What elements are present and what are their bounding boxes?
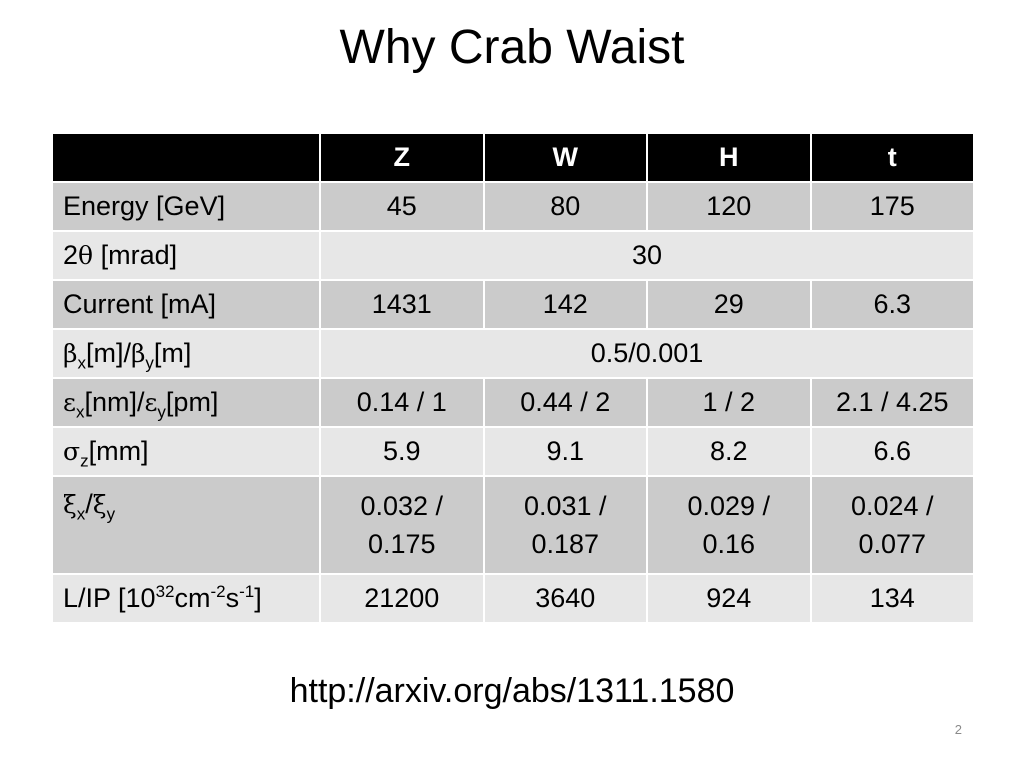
label-text: s (225, 583, 240, 613)
cell-value: 6.6 (809, 426, 975, 477)
cell-value: 29 (646, 279, 812, 330)
table-row-beam-beam: ξx/ξy 0.032 /0.175 0.031 /0.187 0.029 /0… (51, 475, 975, 575)
slide-title: Why Crab Waist (339, 21, 685, 74)
label-text: [m] (153, 338, 192, 368)
value-line: 0.077 (858, 529, 927, 559)
cell-value: 0.14 / 1 (319, 377, 485, 428)
subscript: y (145, 353, 154, 373)
value-line: 0.187 (531, 529, 600, 559)
header-cell-t: t (809, 132, 975, 183)
label-suffix: [mrad] (93, 240, 178, 270)
subscript: x (75, 402, 85, 422)
row-label: εx[nm]/εy[pm] (51, 377, 321, 428)
sigma-symbol: σ (63, 437, 81, 466)
beta-symbol: β (63, 339, 78, 368)
label-text: [pm] (165, 387, 219, 417)
row-label: βx[m]/βy[m] (51, 328, 321, 379)
value-line: 0.175 (367, 529, 436, 559)
value-line: 0.16 (702, 529, 756, 559)
beta-symbol: β (130, 339, 146, 368)
header-cell-z: Z (319, 132, 485, 183)
reference-link[interactable]: http://arxiv.org/abs/1311.1580 (289, 672, 735, 710)
subscript: x (76, 504, 86, 524)
subscript: x (77, 353, 86, 373)
row-label: Energy [GeV] (51, 181, 321, 232)
label-text: [mm] (88, 436, 149, 466)
cell-value: 6.3 (809, 279, 975, 330)
merged-cell-value: 0.5/0.001 (319, 328, 975, 379)
cell-value: 1 / 2 (646, 377, 812, 428)
cell-value: 0.032 / 0.175 (319, 475, 485, 575)
value-line: 0.031 / (523, 491, 607, 521)
cell-value: 0.029 / 0.16 (646, 475, 812, 575)
xi-symbol: ξ (92, 490, 107, 519)
row-label: Current [mA] (51, 279, 321, 330)
cell-value: 0.44 / 2 (482, 377, 648, 428)
superscript: -1 (239, 582, 255, 601)
header-cell-h: H (646, 132, 812, 183)
cell-value: 3640 (482, 573, 648, 624)
superscript: 32 (155, 582, 175, 601)
subscript: y (157, 402, 166, 422)
label-prefix: 2 (63, 240, 79, 270)
label-text: cm (174, 583, 211, 613)
table-row-bunch-length: σz[mm] 5.9 9.1 8.2 6.6 (51, 426, 975, 477)
cell-value: 21200 (319, 573, 485, 624)
row-label: L/IP [1032cm-2s-1] (51, 573, 321, 624)
value-line: 0.024 / (850, 491, 934, 521)
subscript: z (80, 451, 89, 471)
cell-value: 142 (482, 279, 648, 330)
superscript: -2 (210, 582, 226, 601)
parameter-table: Z W H t Energy [GeV] 45 80 120 175 2θ [m… (51, 132, 975, 624)
cell-value: 134 (809, 573, 975, 624)
table-row-crossing-angle: 2θ [mrad] 30 (51, 230, 975, 281)
cell-value: 80 (482, 181, 648, 232)
cell-value: 45 (319, 181, 485, 232)
table-row-beta: βx[m]/βy[m] 0.5/0.001 (51, 328, 975, 379)
xi-symbol: ξ (63, 490, 77, 519)
cell-value: 0.024 / 0.077 (809, 475, 975, 575)
label-text: ] (254, 583, 262, 613)
table-row-energy: Energy [GeV] 45 80 120 175 (51, 181, 975, 232)
table-header-row: Z W H t (51, 132, 975, 183)
label-text: / (85, 489, 93, 519)
label-text: [nm]/ (84, 387, 145, 417)
cell-value: 924 (646, 573, 812, 624)
cell-value: 8.2 (646, 426, 812, 477)
cell-value: 9.1 (482, 426, 648, 477)
cell-value: 1431 (319, 279, 485, 330)
subscript: y (106, 504, 116, 524)
table-row-current: Current [mA] 1431 142 29 6.3 (51, 279, 975, 330)
row-label: σz[mm] (51, 426, 321, 477)
table-row-emittance: εx[nm]/εy[pm] 0.14 / 1 0.44 / 2 1 / 2 2.… (51, 377, 975, 428)
epsilon-symbol: ε (63, 388, 76, 417)
label-text: L/IP [10 (63, 583, 156, 613)
row-label: 2θ [mrad] (51, 230, 321, 281)
row-label: ξx/ξy (51, 475, 321, 575)
merged-cell-value: 30 (319, 230, 975, 281)
cell-value: 5.9 (319, 426, 485, 477)
header-cell-empty (51, 132, 321, 183)
cell-value: 2.1 / 4.25 (809, 377, 975, 428)
page-number: 2 (954, 722, 962, 737)
header-cell-w: W (482, 132, 648, 183)
cell-value: 120 (646, 181, 812, 232)
value-line: 0.032 / (360, 491, 444, 521)
epsilon-symbol: ε (144, 388, 158, 417)
table-row-luminosity: L/IP [1032cm-2s-1] 21200 3640 924 134 (51, 573, 975, 624)
value-line: 0.029 / (687, 491, 771, 521)
cell-value: 0.031 / 0.187 (482, 475, 648, 575)
theta-symbol: θ (78, 241, 94, 270)
cell-value: 175 (809, 181, 975, 232)
label-text: [m]/ (85, 338, 131, 368)
